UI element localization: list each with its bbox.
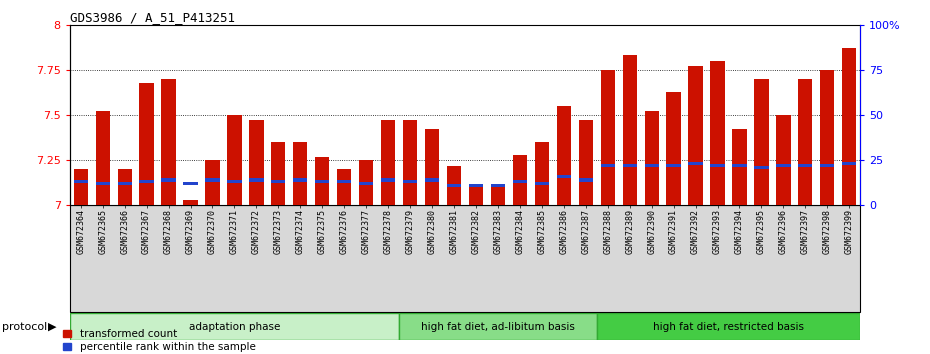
Bar	[425, 130, 439, 205]
Bar	[469, 187, 483, 205]
Legend: transformed count, percentile rank within the sample: transformed count, percentile rank withi…	[63, 329, 256, 352]
Bar	[249, 120, 263, 205]
Bar	[183, 200, 198, 205]
Bar	[293, 142, 308, 205]
Text: high fat diet, restricted basis: high fat diet, restricted basis	[653, 321, 804, 332]
Bar	[732, 130, 747, 205]
Bar	[557, 175, 571, 178]
Bar	[206, 178, 219, 182]
Bar	[403, 120, 418, 205]
Bar	[272, 142, 286, 205]
Text: ▶: ▶	[48, 321, 57, 332]
Bar	[469, 184, 483, 187]
Bar	[711, 164, 724, 167]
Bar	[601, 164, 615, 167]
Bar	[578, 120, 593, 205]
Bar	[272, 180, 286, 183]
Bar	[798, 164, 813, 167]
Bar	[293, 178, 308, 182]
FancyBboxPatch shape	[70, 313, 399, 340]
Bar	[667, 164, 681, 167]
FancyBboxPatch shape	[597, 313, 860, 340]
Bar	[337, 180, 352, 183]
Bar	[512, 155, 527, 205]
Bar	[754, 166, 768, 169]
Bar	[535, 142, 549, 205]
Bar	[732, 164, 747, 167]
Bar	[73, 169, 87, 205]
Bar	[843, 162, 857, 165]
Bar	[512, 180, 527, 183]
Bar	[447, 166, 461, 205]
Text: high fat diet, ad-libitum basis: high fat diet, ad-libitum basis	[421, 321, 575, 332]
Bar	[622, 164, 637, 167]
Bar	[162, 178, 176, 182]
Bar	[206, 160, 219, 205]
Bar	[359, 160, 373, 205]
Bar	[96, 182, 110, 185]
Bar	[601, 70, 615, 205]
Bar	[711, 61, 724, 205]
Bar	[183, 182, 198, 185]
Bar	[754, 79, 768, 205]
Bar	[798, 79, 813, 205]
FancyBboxPatch shape	[399, 313, 597, 340]
Bar	[315, 156, 329, 205]
Bar	[491, 184, 505, 187]
Bar	[820, 164, 834, 167]
Bar	[140, 82, 153, 205]
Bar	[535, 182, 549, 185]
Bar	[777, 164, 790, 167]
Bar	[557, 106, 571, 205]
Bar	[315, 180, 329, 183]
Bar	[359, 182, 373, 185]
Text: GDS3986 / A_51_P413251: GDS3986 / A_51_P413251	[70, 11, 234, 24]
Bar	[644, 164, 658, 167]
Bar	[337, 169, 352, 205]
Bar	[249, 178, 263, 182]
Bar	[73, 180, 87, 183]
Bar	[117, 169, 132, 205]
Text: protocol: protocol	[2, 321, 47, 332]
Bar	[227, 180, 242, 183]
Text: adaptation phase: adaptation phase	[189, 321, 280, 332]
Bar	[843, 48, 857, 205]
Bar	[425, 178, 439, 182]
Bar	[688, 162, 703, 165]
Bar	[447, 184, 461, 187]
Bar	[578, 178, 593, 182]
Bar	[622, 56, 637, 205]
Bar	[688, 66, 703, 205]
Bar	[403, 180, 418, 183]
Bar	[644, 112, 658, 205]
Bar	[96, 112, 110, 205]
Bar	[820, 70, 834, 205]
Bar	[227, 115, 242, 205]
Bar	[381, 178, 395, 182]
Bar	[117, 182, 132, 185]
Bar	[777, 115, 790, 205]
Bar	[140, 180, 153, 183]
Bar	[491, 187, 505, 205]
Bar	[381, 120, 395, 205]
Bar	[162, 79, 176, 205]
Bar	[667, 92, 681, 205]
